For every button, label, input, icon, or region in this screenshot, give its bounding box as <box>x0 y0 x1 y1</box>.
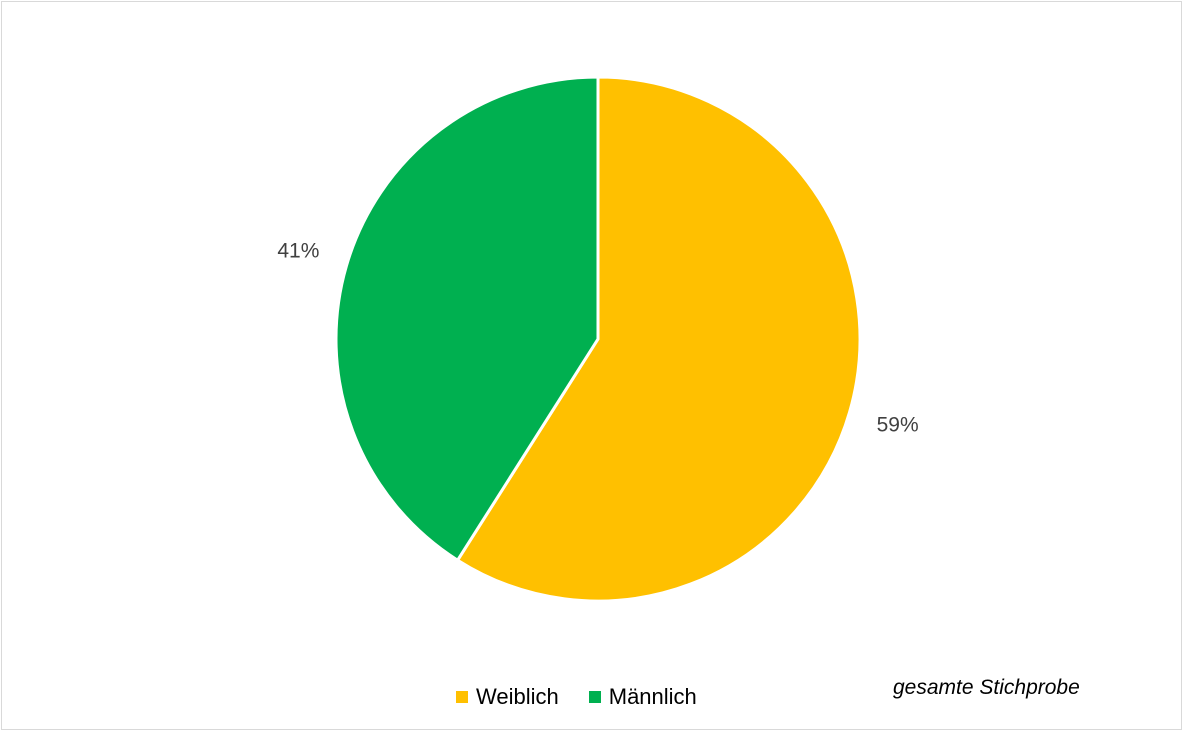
legend-swatch-weiblich <box>456 691 468 703</box>
legend-label-maennlich: Männlich <box>608 684 697 709</box>
pie-data-labels: 59% 41% <box>277 240 918 437</box>
pie-slices <box>334 75 862 603</box>
data-label-m-nnlich: 41% <box>277 240 319 263</box>
sample-note: gesamte Stichprobe <box>893 676 1080 699</box>
legend-swatch-maennlich <box>588 691 601 703</box>
legend-item-weiblich: Weiblich <box>456 684 559 710</box>
pie-slice-m-nnlich <box>334 75 600 562</box>
data-label-weiblich: 59% <box>877 414 919 437</box>
pie-slice-weiblich <box>456 75 862 603</box>
legend-label-weiblich: Weiblich <box>476 684 559 709</box>
legend: Weiblich Männlich <box>456 684 727 710</box>
legend-item-maennlich: Männlich <box>588 684 697 710</box>
